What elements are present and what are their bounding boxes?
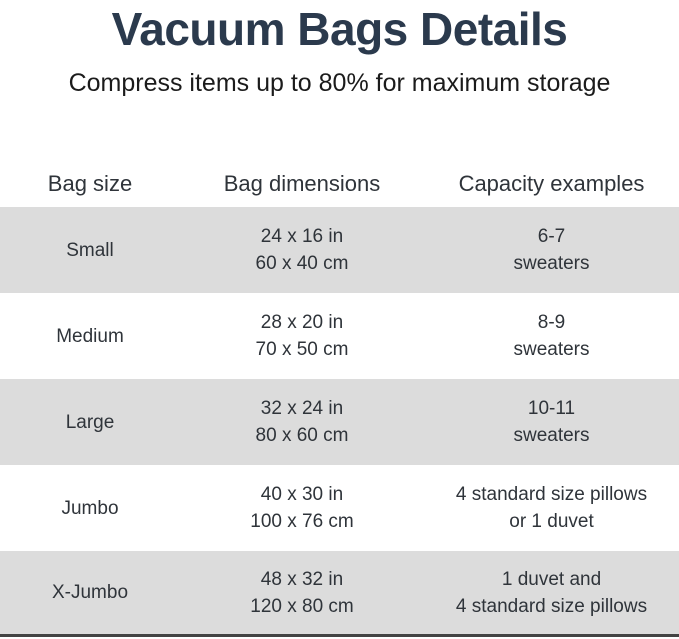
dimensions-centimeters: 120 x 80 cm [250,595,354,617]
capacity-value: 4 standard size pillows or 1 duvet [424,481,679,535]
bag-dimensions-value: 28 x 20 in 70 x 50 cm [180,309,424,363]
capacity-line-2: sweaters [513,425,590,446]
column-header-bag-size: Bag size [47,170,133,196]
table-row-jumbo: Jumbo 40 x 30 in 100 x 76 cm 4 standard … [0,465,679,551]
capacity-line-1: 8-9 [537,312,566,333]
bag-dimensions-value: 32 x 24 in 80 x 60 cm [180,395,424,449]
dimensions-centimeters: 70 x 50 cm [255,339,349,360]
page-title: Vacuum Bags Details [111,3,568,55]
bag-dimensions-value: 40 x 30 in 100 x 76 cm [180,481,424,535]
bag-size-value: Jumbo [61,497,119,519]
capacity-line-1: 6-7 [537,226,566,247]
table-header-row: Bag size Bag dimensions Capacity example… [0,160,679,207]
bag-size-value: Small [66,239,114,261]
dimensions-inches: 40 x 30 in [260,484,344,505]
table-row-x-jumbo: X-Jumbo 48 x 32 in 120 x 80 cm 1 duvet a… [0,551,679,637]
capacity-line-1: 4 standard size pillows [455,484,648,505]
dimensions-centimeters: 80 x 60 cm [255,425,349,446]
table-row-medium: Medium 28 x 20 in 70 x 50 cm 8-9 sweater… [0,293,679,379]
bag-dimensions-value: 24 x 16 in 60 x 40 cm [180,223,424,277]
capacity-value: 10-11 sweaters [424,395,679,449]
capacity-value: 8-9 sweaters [424,309,679,363]
capacity-line-2: 4 standard size pillows [455,595,648,617]
dimensions-inches: 32 x 24 in [260,398,344,419]
dimensions-inches: 28 x 20 in [260,312,344,333]
bag-size-value: X-Jumbo [51,582,129,603]
column-header-capacity-examples: Capacity examples [458,170,645,196]
capacity-line-2: sweaters [513,253,590,274]
capacity-line-2: sweaters [513,339,590,360]
dimensions-inches: 24 x 16 in [260,226,344,247]
column-header-bag-dimensions: Bag dimensions [223,170,381,196]
table-row-large: Large 32 x 24 in 80 x 60 cm 10-11 sweate… [0,379,679,465]
dimensions-centimeters: 100 x 76 cm [250,511,354,532]
capacity-line-2: or 1 duvet [509,511,594,532]
bag-dimensions-value: 48 x 32 in 120 x 80 cm [180,566,424,620]
table-row-small: Small 24 x 16 in 60 x 40 cm 6-7 sweaters [0,207,679,293]
dimensions-centimeters: 60 x 40 cm [255,253,349,274]
page-subtitle: Compress items up to 80% for maximum sto… [68,69,611,97]
bag-size-value: Large [65,411,115,433]
capacity-value: 1 duvet and 4 standard size pillows [424,566,679,620]
dimensions-inches: 48 x 32 in [260,568,344,590]
bag-size-value: Medium [56,325,124,347]
capacity-line-1: 1 duvet and [501,568,602,590]
capacity-line-1: 10-11 [527,398,576,419]
capacity-value: 6-7 sweaters [424,223,679,277]
spec-table: Bag size Bag dimensions Capacity example… [0,160,679,637]
